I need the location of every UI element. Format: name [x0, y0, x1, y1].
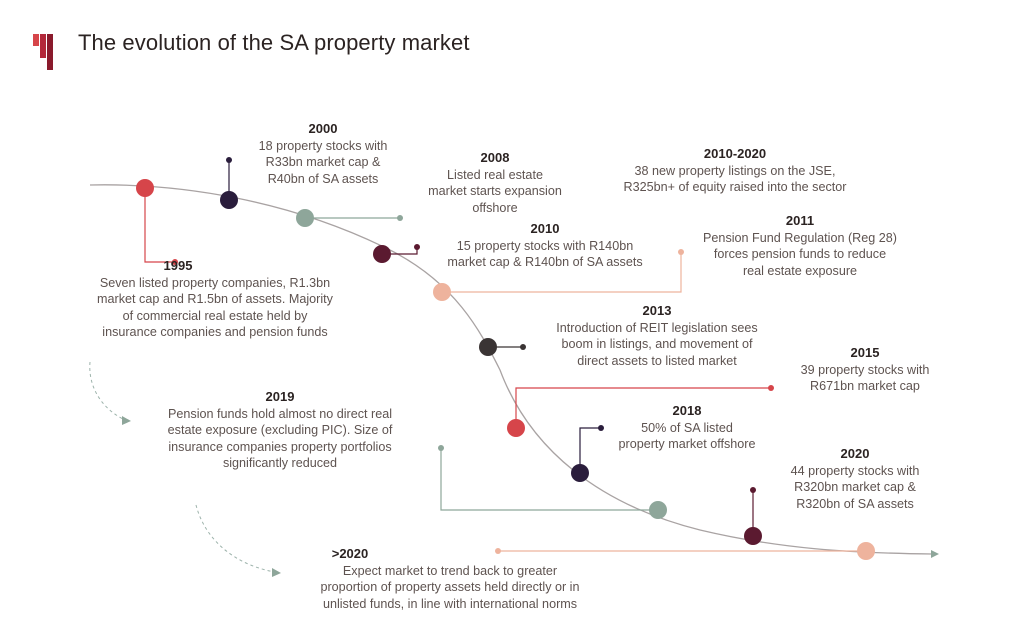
endpoint-dot-2018 — [598, 425, 604, 431]
timeline-curve — [89, 184, 933, 555]
event-year: 2018 — [672, 403, 702, 418]
event-2010-2020: 2010-2020 38 new property listings on th… — [590, 146, 880, 196]
event-2010: 2010 15 property stocks with R140bn mark… — [420, 221, 670, 271]
event-text: 44 property stocks with R320bn market ca… — [790, 463, 920, 511]
dashed-arrow-1995-2019 — [89, 361, 126, 421]
event-text: 39 property stocks with R671bn market ca… — [800, 362, 930, 394]
node-2015 — [507, 419, 525, 437]
timeline-end-arrow — [931, 550, 939, 558]
node-2011 — [433, 283, 451, 301]
event-text: Seven listed property companies, R1.3bn … — [97, 275, 333, 340]
event-year: 2013 — [642, 303, 672, 318]
event-year: 2000 — [308, 121, 338, 136]
node-2010 — [373, 245, 391, 263]
event-year: 2019 — [265, 389, 295, 404]
event-year: 2015 — [850, 345, 880, 360]
node-2000 — [220, 191, 238, 209]
brand-logo — [33, 34, 53, 70]
event-2019: 2019 Pension funds hold almost no direct… — [135, 389, 425, 472]
endpoint-dot-2019 — [438, 445, 444, 451]
event-1995: 1995 Seven listed property companies, R1… — [60, 258, 370, 341]
event-year: 2020 — [840, 446, 870, 461]
node-2019 — [649, 501, 667, 519]
event-text: Pension funds hold almost no direct real… — [167, 406, 393, 471]
connector-2015 — [515, 387, 771, 428]
event-gt2020: >2020 Expect market to trend back to gre… — [290, 546, 610, 612]
event-year: >2020 — [331, 546, 369, 561]
event-year: 2010 — [530, 221, 560, 236]
dashed-arrow-2019-2020 — [195, 504, 276, 573]
event-year: 2008 — [480, 150, 510, 165]
event-2015: 2015 39 property stocks with R671bn mark… — [770, 345, 960, 395]
event-text: Pension Fund Regulation (Reg 28) forces … — [703, 230, 897, 278]
node-gt2020 — [857, 542, 875, 560]
dashed-arrow-head-2 — [272, 568, 281, 577]
node-2020 — [744, 527, 762, 545]
event-text: Expect market to trend back to greater p… — [320, 563, 580, 611]
connector-2019 — [440, 448, 658, 511]
endpoint-dot-2008 — [397, 215, 403, 221]
event-2020: 2020 44 property stocks with R320bn mark… — [755, 446, 955, 512]
event-text: 15 property stocks with R140bn market ca… — [447, 238, 643, 270]
endpoint-dot-2010 — [414, 244, 420, 250]
event-year: 2011 — [785, 213, 815, 228]
event-2011: 2011 Pension Fund Regulation (Reg 28) fo… — [680, 213, 920, 279]
connector-1995 — [144, 188, 175, 263]
event-text: Introduction of REIT legislation sees bo… — [556, 320, 758, 368]
dashed-arrow-head-1 — [122, 416, 131, 425]
event-2013: 2013 Introduction of REIT legislation se… — [522, 303, 792, 369]
connector-2018 — [579, 427, 601, 473]
endpoint-dot-2011 — [678, 249, 684, 255]
event-text: 50% of SA listed property market offshor… — [618, 420, 756, 452]
endpoint-dot-gt2020 — [495, 548, 501, 554]
endpoint-dot-1995 — [172, 259, 178, 265]
event-text: 18 property stocks with R33bn market cap… — [258, 138, 388, 186]
connector-2011 — [442, 252, 682, 293]
event-text: Listed real estate market starts expansi… — [428, 167, 562, 215]
node-2018 — [571, 464, 589, 482]
node-1995 — [136, 179, 154, 197]
endpoint-dot-2013 — [520, 344, 526, 350]
event-year: 2010-2020 — [703, 146, 767, 161]
page-title: The evolution of the SA property market — [78, 30, 470, 55]
event-2000: 2000 18 property stocks with R33bn marke… — [228, 121, 418, 187]
node-2013 — [479, 338, 497, 356]
event-text: 38 new property listings on the JSE, R32… — [623, 163, 847, 195]
event-2018: 2018 50% of SA listed property market of… — [592, 403, 782, 453]
endpoint-dot-2015 — [768, 385, 774, 391]
endpoint-dot-2020 — [750, 487, 756, 493]
node-2008 — [296, 209, 314, 227]
event-year: 1995 — [163, 258, 193, 273]
event-2008: 2008 Listed real estate market starts ex… — [410, 150, 580, 216]
endpoint-dot-2000 — [226, 157, 232, 163]
